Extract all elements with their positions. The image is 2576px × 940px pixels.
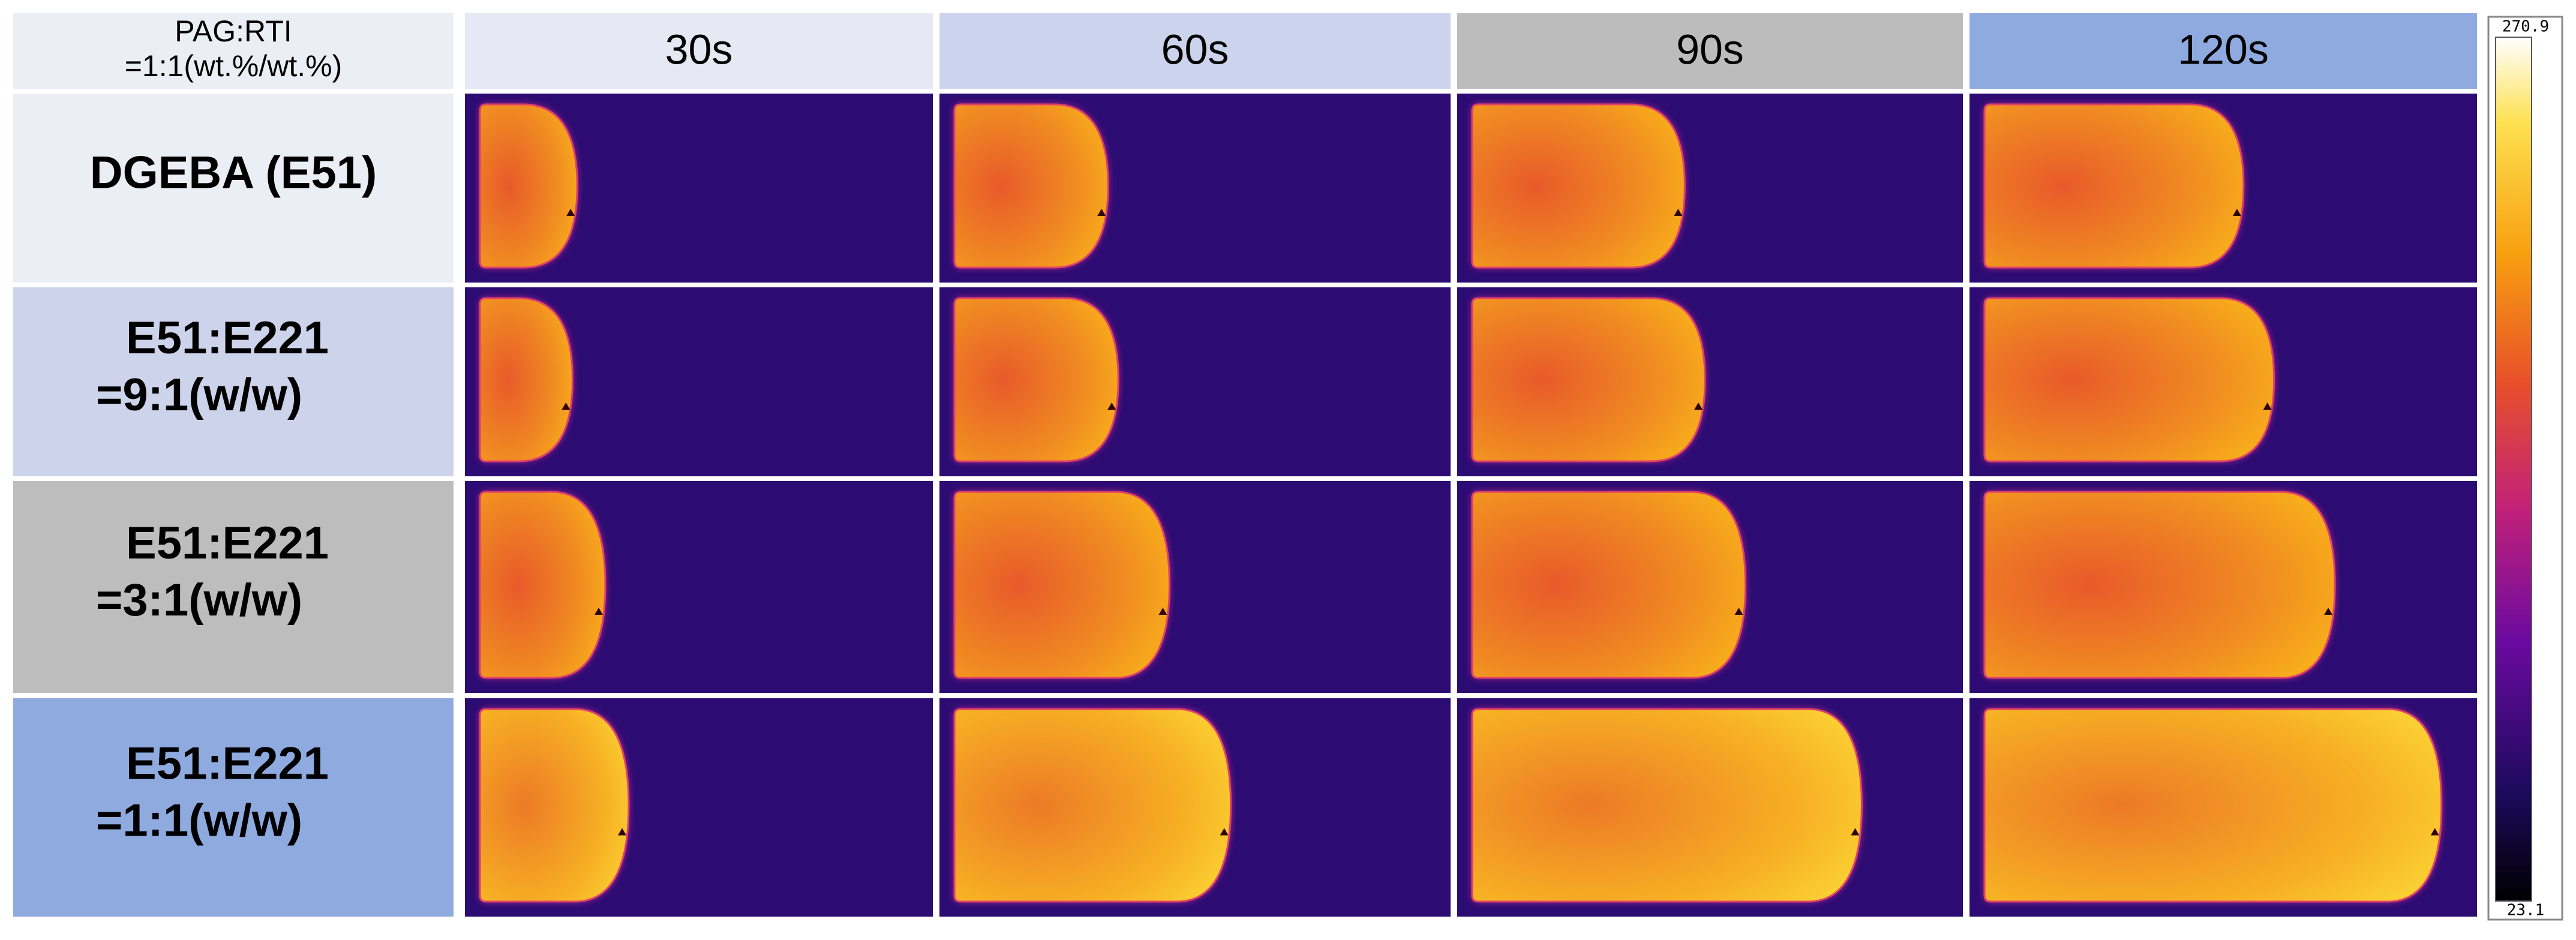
thermal-image [939,698,1451,917]
thermal-image [1457,481,1963,693]
probe-marker [1734,608,1743,615]
probe-marker [618,828,626,836]
row-label: E51:E221 [126,738,329,789]
heat-region [479,103,578,269]
thermal-image [465,698,933,917]
column-header-cell [1969,13,2477,89]
thermal-image [465,94,933,283]
probe-marker [2263,403,2272,410]
heat-region [953,708,1232,903]
column-header: 60s [1161,26,1229,73]
probe-marker [1097,209,1106,216]
heat-region [1471,103,1686,269]
row-label: E51:E221 [126,313,329,364]
row-label: =3:1(w/w) [96,575,302,626]
heat-region [1471,297,1706,463]
colorbar [2495,37,2532,902]
probe-marker [1674,209,1683,216]
heat-region [1983,297,2275,463]
corner-label: PAG:RTI [175,14,292,48]
column-header-cell [465,13,933,89]
probe-marker [566,209,575,216]
heat-region [479,708,630,903]
heat-region [1983,491,2336,679]
row-label: E51:E221 [126,518,329,569]
column-header: 120s [2178,26,2269,73]
row-label-cell [13,287,454,476]
row-label-cell [13,94,454,283]
heat-region [1471,491,1747,679]
thermal-image [465,287,933,476]
thermal-image [1457,698,1963,917]
colorbar-label: 270.9 [2502,18,2549,36]
column-header: 30s [665,26,733,73]
thermal-image [1969,287,2477,476]
probe-marker [2324,608,2333,615]
probe-marker [1158,608,1167,615]
probe-marker [1220,828,1229,836]
thermal-image [939,94,1451,283]
probe-marker [1851,828,1860,836]
column-header-cell [1457,13,1963,89]
column-header: 90s [1676,26,1744,73]
column-header-cell [939,13,1451,89]
thermal-image [939,287,1451,476]
row-label: =1:1(w/w) [96,795,302,846]
row-label-cell [13,481,454,693]
heat-region [1983,103,2245,269]
row-label: =9:1(w/w) [96,370,302,421]
probe-marker [2232,209,2241,216]
probe-marker [595,608,603,615]
heat-region [479,491,607,679]
probe-marker [1107,403,1116,410]
corner-label: =1:1(wt.%/wt.%) [125,49,343,83]
thermal-image [1969,481,2477,693]
heat-region [1983,708,2443,903]
probe-marker [2430,828,2439,836]
thermal-image [1969,698,2477,917]
row-label: DGEBA (E51) [90,148,377,199]
corner-cell [13,13,454,89]
thermal-image [465,481,933,693]
heat-region [953,297,1119,463]
heat-region [953,103,1109,269]
heat-region [953,491,1170,679]
thermal-image [939,481,1451,693]
heat-region [1471,708,1863,903]
probe-marker [562,403,571,410]
heat-region [479,297,574,463]
thermal-image [1457,94,1963,283]
thermal-image [1969,94,2477,283]
thermal-image [1457,287,1963,476]
colorbar-label: 23.1 [2507,902,2545,920]
probe-marker [1694,403,1703,410]
row-label-cell [13,698,454,917]
